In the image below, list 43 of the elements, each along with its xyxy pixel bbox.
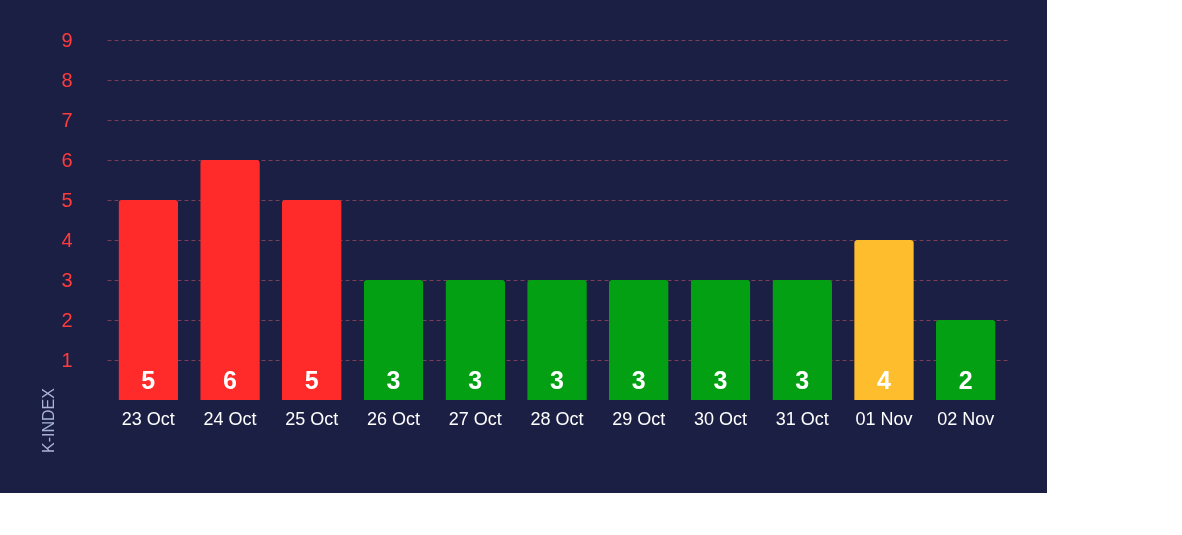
x-tick-label: 29 Oct — [612, 408, 666, 429]
x-tick-label: 25 Oct — [285, 408, 339, 429]
bar — [445, 280, 506, 400]
x-tick-label: 01 Nov — [855, 408, 913, 429]
x-tick-label: 24 Oct — [203, 408, 257, 429]
bar — [527, 280, 587, 400]
data-label: 3 — [386, 366, 401, 394]
x-tick-label: 26 Oct — [367, 408, 421, 429]
y-tick-label: 6 — [61, 148, 73, 171]
data-label: 3 — [550, 366, 564, 394]
data-label: 3 — [631, 366, 646, 394]
y-tick-label: 1 — [61, 348, 73, 371]
x-tick-label: 27 Oct — [448, 408, 502, 429]
bar — [854, 240, 914, 400]
bar — [281, 200, 342, 400]
bar — [118, 200, 179, 400]
y-tick-label: 2 — [61, 308, 73, 331]
data-label: 2 — [958, 366, 973, 394]
y-tick-label: 8 — [61, 68, 73, 91]
bar — [363, 280, 424, 400]
x-tick-label: 30 Oct — [693, 408, 747, 429]
bar — [935, 320, 996, 400]
bar — [608, 280, 669, 400]
x-tick-label: 28 Oct — [530, 408, 584, 429]
bar — [200, 160, 260, 400]
y-axis-title: K-INDEX — [40, 387, 58, 453]
data-label: 3 — [795, 366, 810, 394]
x-tick-label: 31 Oct — [775, 408, 829, 429]
bar — [772, 280, 833, 400]
data-label: 3 — [468, 366, 483, 394]
data-label: 6 — [223, 366, 237, 394]
y-tick-label: 3 — [61, 268, 73, 291]
y-tick-label: 4 — [61, 228, 73, 251]
y-tick-label: 5 — [61, 188, 73, 211]
data-label: 3 — [713, 366, 728, 394]
x-tick-label: 23 Oct — [121, 408, 175, 429]
data-label: 4 — [877, 366, 892, 394]
x-tick-label: 02 Nov — [937, 408, 995, 429]
y-tick-label: 9 — [61, 28, 73, 51]
bar — [690, 280, 751, 400]
data-label: 5 — [141, 366, 156, 394]
data-label: 5 — [304, 366, 319, 394]
y-tick-label: 7 — [61, 108, 73, 131]
